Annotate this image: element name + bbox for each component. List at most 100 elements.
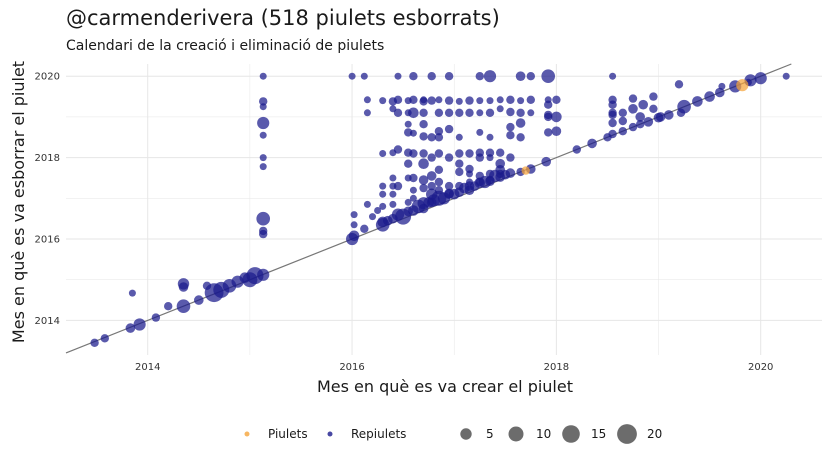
repiulet-point: [527, 109, 535, 117]
repiulet-point: [526, 72, 535, 81]
repiulet-point: [389, 200, 397, 208]
repiulet-point: [419, 108, 428, 118]
repiulet-point: [350, 221, 358, 229]
repiulet-point: [434, 149, 444, 158]
grid-lines: [66, 64, 822, 355]
repiulet-point: [350, 211, 358, 219]
repiulet-point: [259, 97, 268, 106]
repiulet-point: [485, 108, 495, 118]
repiulet-point: [257, 116, 270, 130]
repiulet-point: [408, 107, 419, 119]
x-axis-label: Mes en què es va crear el piulet: [317, 377, 573, 396]
repiulet-point: [455, 133, 463, 141]
repiulet-point: [541, 156, 551, 167]
legend-size-label: 10: [536, 427, 551, 441]
chart-title: @carmenderivera (518 piulets esborrats): [66, 6, 500, 30]
repiulet-point: [409, 129, 417, 137]
repiulet-point: [100, 334, 110, 343]
y-axis-ticks: 2014 2016 2018 2020: [35, 72, 60, 327]
repiulet-point: [194, 295, 204, 305]
repiulet-point: [515, 71, 526, 81]
repiulet-point: [409, 173, 418, 183]
repiulet-point: [465, 149, 474, 158]
repiulet-point: [434, 108, 444, 118]
repiulet-point: [475, 177, 484, 187]
repiulet-point: [404, 120, 412, 128]
repiulet-point: [618, 108, 627, 118]
repiulet-point: [348, 72, 356, 80]
repiulet-point: [259, 163, 267, 171]
repiulet-point: [360, 224, 369, 233]
repiulet-point: [434, 165, 444, 174]
repiulet-point: [420, 96, 428, 104]
repiulet-point: [363, 109, 371, 117]
repiulet-point: [496, 148, 505, 157]
repiulet-point: [409, 194, 417, 202]
repiulet-point: [628, 122, 638, 132]
repiulet-point: [718, 82, 726, 90]
repiulet-point: [465, 108, 474, 118]
repiulet-point: [551, 126, 562, 136]
piulet-point: [736, 79, 749, 92]
repiulet-point: [418, 158, 429, 169]
legend-size-label: 20: [647, 427, 662, 441]
repiulet-point: [419, 120, 428, 129]
repiulet-point: [544, 128, 553, 137]
repiulet-point: [475, 148, 484, 157]
repiulet-point: [444, 153, 454, 162]
repiulet-point: [483, 70, 497, 83]
legend-color-label: Repiulets: [351, 427, 406, 441]
repiulet-point: [635, 112, 645, 122]
repiulet-point: [434, 127, 444, 136]
piulet-point: [521, 166, 530, 175]
repiulet-point: [379, 150, 387, 157]
repiulet-point: [455, 159, 464, 168]
repiulet-point: [434, 177, 444, 187]
repiulet-point: [427, 72, 436, 81]
repiulet-point: [128, 289, 136, 297]
repiulet-point: [655, 112, 666, 122]
repiulet-point: [572, 145, 581, 154]
legend-size-key: [460, 428, 472, 440]
repiulet-point: [495, 158, 506, 169]
repiulet-point: [427, 96, 436, 105]
repiulet-point: [90, 338, 99, 347]
repiulet-point: [674, 80, 684, 89]
repiulet-point: [618, 127, 627, 136]
repiulet-point: [608, 95, 617, 105]
y-tick-label: 2014: [35, 316, 60, 327]
data-points: [90, 69, 790, 347]
repiulet-point: [427, 153, 436, 162]
repiulet-point: [608, 118, 617, 128]
repiulet-point: [444, 96, 454, 105]
repiulet-point: [409, 72, 418, 81]
repiulet-point: [608, 108, 617, 118]
repiulet-point: [259, 154, 267, 162]
repiulet-point: [475, 171, 484, 181]
repiulet-point: [393, 95, 403, 105]
repiulet-point: [628, 94, 638, 103]
y-tick-label: 2018: [35, 153, 60, 164]
repiulet-point: [618, 116, 627, 126]
x-tick-label: 2018: [544, 362, 569, 373]
repiulet-point: [475, 72, 484, 81]
repiulet-point: [643, 117, 654, 127]
repiulet-point: [427, 133, 436, 142]
repiulet-point: [426, 188, 438, 200]
repiulet-point: [464, 185, 475, 195]
repiulet-point: [379, 190, 387, 198]
repiulet-point: [360, 72, 368, 80]
repiulet-point: [496, 105, 504, 113]
legend-size-label: 15: [591, 427, 606, 441]
repiulet-point: [486, 97, 494, 105]
repiulet-point: [506, 95, 515, 105]
repiulet-point: [379, 182, 387, 190]
x-tick-label: 2020: [748, 362, 773, 373]
repiulet-point: [259, 72, 267, 80]
repiulet-point: [664, 110, 674, 120]
legend-color-key: [244, 431, 250, 437]
repiulet-point: [427, 181, 436, 191]
repiulet-point: [455, 108, 464, 118]
repiulet-point: [393, 108, 403, 118]
repiulet-point: [377, 216, 389, 228]
